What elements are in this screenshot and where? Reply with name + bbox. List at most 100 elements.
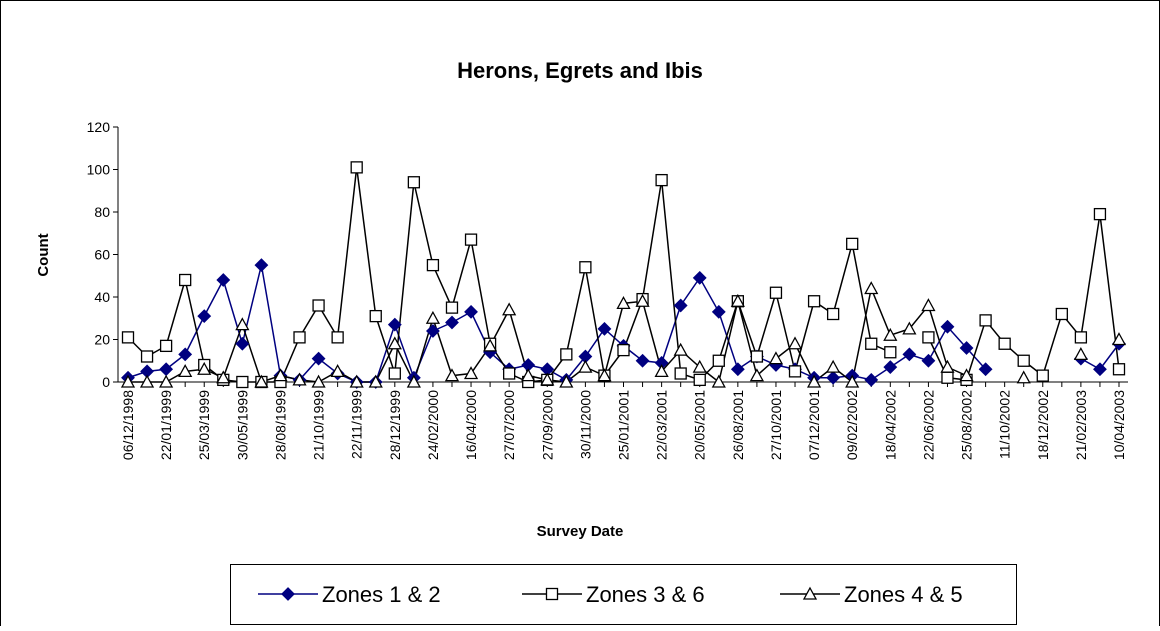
data-point [273, 368, 288, 382]
x-tick-label: 27/10/2001 [768, 390, 784, 460]
data-point [216, 370, 231, 384]
data-point [597, 368, 612, 382]
x-tick-label: 21/02/2003 [1073, 390, 1089, 460]
legend-label: Zones 3 & 6 [586, 582, 705, 607]
x-tick-label: 30/11/2000 [577, 390, 593, 459]
data-point [635, 353, 650, 368]
x-tick-label: 07/12/2001 [806, 390, 822, 460]
data-point [445, 301, 459, 314]
x-tick-label: 28/08/1999 [272, 390, 288, 460]
x-tick-label: 21/10/1999 [311, 390, 327, 460]
x-tick-label: 24/02/2000 [425, 390, 441, 460]
data-point [673, 298, 688, 313]
x-tick-label: 18/04/2002 [882, 390, 898, 460]
data-point [407, 176, 421, 189]
data-point [1112, 363, 1126, 376]
data-point [235, 317, 250, 331]
data-point [464, 233, 478, 246]
x-tick-label: 18/12/2002 [1035, 390, 1051, 460]
data-point [1111, 332, 1127, 346]
data-point [635, 293, 650, 307]
data-point [998, 337, 1011, 350]
data-point [883, 360, 898, 375]
chart-title: Herons, Egrets and Ibis [457, 58, 703, 83]
data-point [1074, 331, 1088, 344]
data-point [463, 366, 479, 380]
data-point [388, 367, 401, 380]
data-point [940, 319, 955, 334]
data-point [692, 359, 707, 373]
data-point [806, 374, 822, 388]
data-point [826, 370, 841, 385]
data-point [1093, 207, 1107, 221]
data-point [350, 161, 363, 174]
x-tick-label: 22/11/1999 [349, 390, 365, 459]
data-point [692, 270, 707, 285]
x-tick-label: 22/03/2001 [654, 390, 670, 460]
data-point [236, 375, 249, 389]
data-point [254, 374, 269, 388]
data-point [445, 315, 459, 330]
data-point [444, 368, 460, 382]
data-point [807, 295, 821, 308]
x-tick-label: 20/05/2001 [692, 390, 708, 460]
data-point [711, 374, 726, 388]
data-point [369, 309, 382, 323]
data-point [730, 362, 745, 377]
data-point [140, 350, 154, 363]
data-point [178, 364, 193, 378]
data-point [254, 258, 269, 273]
x-tick-label: 11/10/2002 [997, 390, 1013, 459]
y-axis-label: Count [35, 233, 52, 276]
data-point [464, 304, 478, 319]
data-point [521, 368, 536, 382]
data-point [578, 359, 593, 373]
x-tick-label: 22/01/1999 [158, 390, 174, 460]
data-point [674, 367, 687, 380]
data-point [1093, 362, 1107, 377]
legend-marker [802, 586, 818, 600]
data-point [1016, 370, 1031, 384]
data-point [788, 365, 802, 378]
data-point [502, 302, 517, 316]
data-point [1036, 369, 1049, 382]
data-point [120, 374, 136, 388]
data-point [693, 373, 706, 387]
data-point [902, 321, 917, 335]
data-point [673, 342, 688, 356]
data-point [959, 368, 974, 382]
data-point [159, 374, 174, 388]
data-point [426, 324, 440, 338]
data-point [597, 321, 612, 336]
data-point [387, 336, 402, 350]
data-point [235, 336, 250, 351]
y-tick-label: 40 [94, 289, 110, 305]
x-tick-label: 25/01/2001 [616, 390, 632, 460]
data-point [349, 374, 364, 388]
data-point [197, 309, 212, 324]
data-point [503, 367, 516, 380]
data-point [159, 339, 173, 353]
data-point [787, 336, 803, 350]
data-point [293, 331, 306, 344]
y-tick-label: 0 [102, 374, 110, 390]
data-point [178, 347, 193, 362]
data-point [921, 353, 936, 368]
data-point [655, 173, 668, 187]
x-tick-label: 25/03/1999 [196, 390, 212, 460]
data-point [425, 310, 441, 324]
y-tick-label: 20 [94, 332, 110, 348]
data-point [1073, 347, 1088, 361]
x-tick-label: 10/04/2003 [1111, 390, 1127, 460]
data-point [941, 371, 954, 384]
data-point [749, 368, 764, 382]
x-tick-label: 27/09/2000 [539, 390, 555, 460]
data-point [139, 374, 155, 388]
data-point [387, 317, 402, 332]
data-point [864, 281, 879, 295]
x-axis-label: Survey Date [537, 523, 624, 540]
data-point [216, 273, 231, 287]
data-point [616, 296, 631, 310]
x-tick-label: 09/02/2002 [844, 390, 860, 460]
data-point [711, 304, 726, 319]
